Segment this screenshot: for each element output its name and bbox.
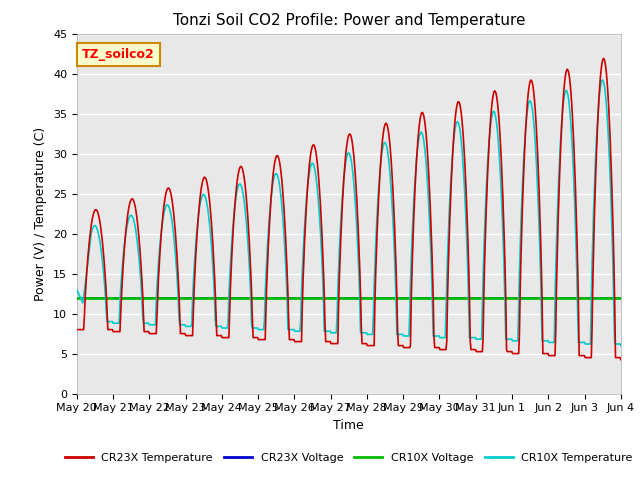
Y-axis label: Power (V) / Temperature (C): Power (V) / Temperature (C) [35, 127, 47, 300]
Legend: CR23X Temperature, CR23X Voltage, CR10X Voltage, CR10X Temperature: CR23X Temperature, CR23X Voltage, CR10X … [60, 448, 637, 467]
Text: TZ_soilco2: TZ_soilco2 [82, 48, 155, 61]
X-axis label: Time: Time [333, 419, 364, 432]
Title: Tonzi Soil CO2 Profile: Power and Temperature: Tonzi Soil CO2 Profile: Power and Temper… [173, 13, 525, 28]
